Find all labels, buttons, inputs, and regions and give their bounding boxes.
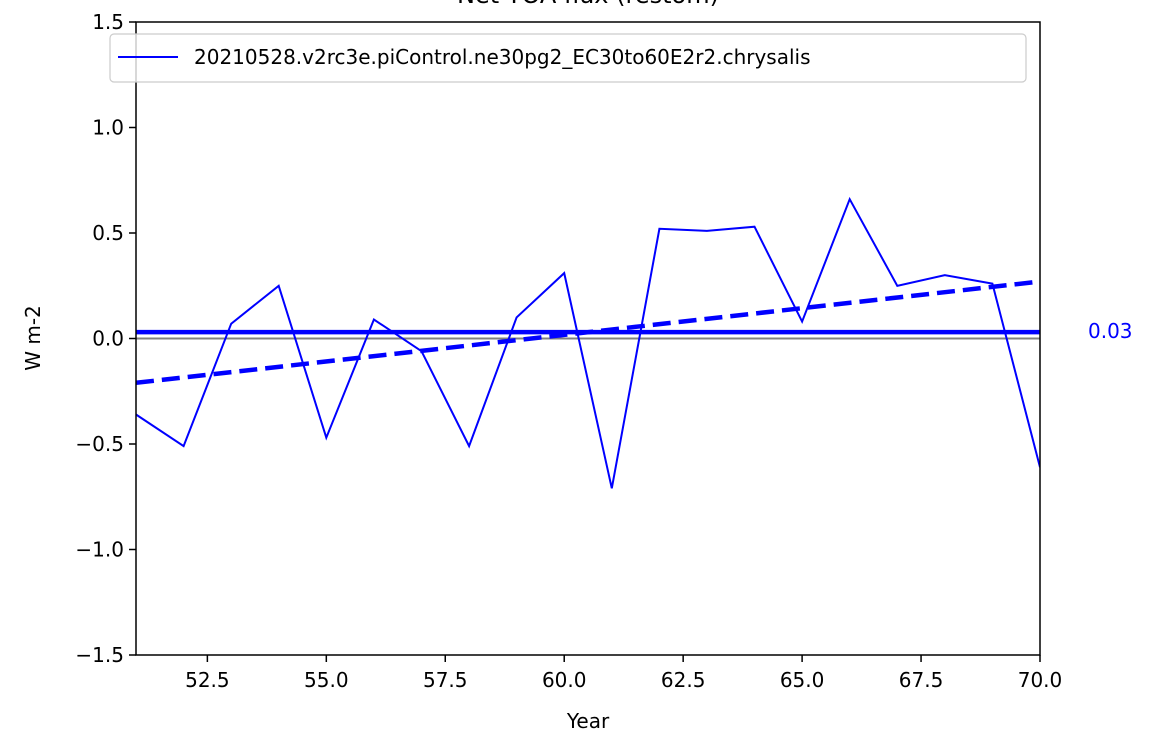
mean-value-label: 0.03 bbox=[1088, 319, 1133, 343]
x-axis: 52.5 55.0 57.5 60.0 62.5 65.0 67.5 70.0 bbox=[185, 655, 1062, 692]
y-tick-label: 0.5 bbox=[92, 221, 124, 245]
plot-area bbox=[136, 196, 1040, 489]
legend-series-label: 20210528.v2rc3e.piControl.ne30pg2_EC30to… bbox=[194, 45, 811, 69]
x-axis-label: Year bbox=[566, 709, 610, 733]
y-tick-label: 1.0 bbox=[92, 116, 124, 140]
chart-title: Net TOA flux (restom) bbox=[457, 0, 719, 9]
x-tick-label: 57.5 bbox=[423, 668, 468, 692]
x-tick-label: 60.0 bbox=[542, 668, 587, 692]
x-tick-label: 70.0 bbox=[1018, 668, 1063, 692]
y-tick-label: −1.0 bbox=[75, 538, 124, 562]
y-axis: −1.5 −1.0 −0.5 0.0 0.5 1.0 1.5 bbox=[75, 10, 136, 667]
trend-line bbox=[136, 279, 1040, 386]
x-tick-label: 67.5 bbox=[899, 668, 944, 692]
y-axis-label: W m-2 bbox=[21, 305, 45, 371]
y-tick-label: −0.5 bbox=[75, 432, 124, 456]
series-line bbox=[136, 196, 1040, 489]
x-tick-label: 55.0 bbox=[304, 668, 349, 692]
y-tick-label: 0.0 bbox=[92, 327, 124, 351]
x-tick-label: 65.0 bbox=[780, 668, 825, 692]
legend-box bbox=[109, 33, 1027, 83]
y-tick-label: −1.5 bbox=[75, 643, 124, 667]
y-tick-label: 1.5 bbox=[92, 10, 124, 34]
x-tick-label: 52.5 bbox=[185, 668, 230, 692]
x-tick-label: 62.5 bbox=[661, 668, 706, 692]
legend: 20210528.v2rc3e.piControl.ne30pg2_EC30to… bbox=[109, 33, 1027, 83]
